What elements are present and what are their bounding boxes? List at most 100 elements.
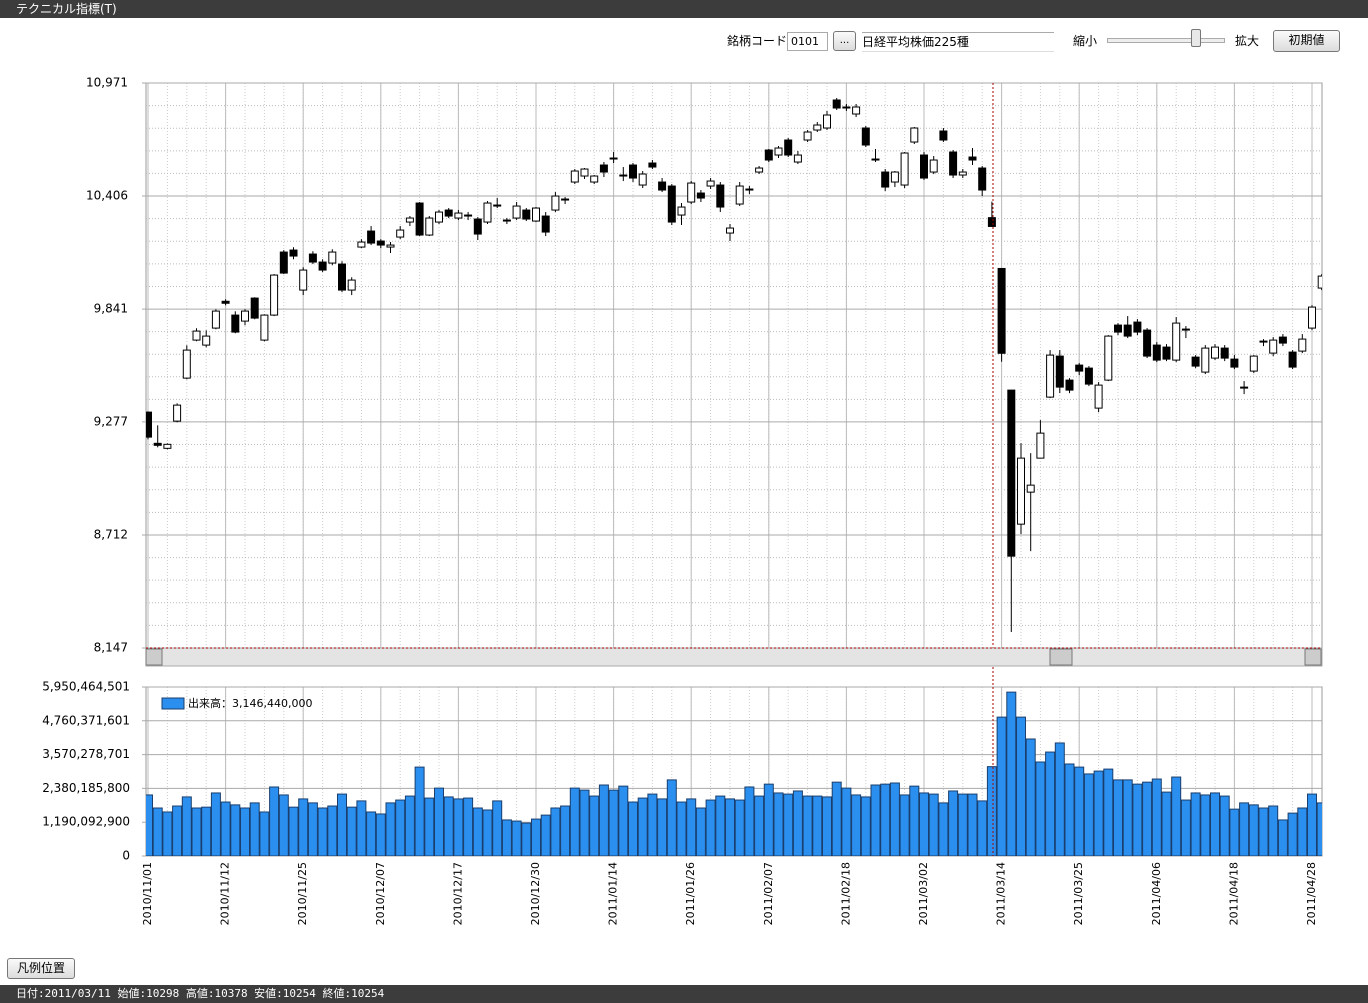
x-tick-label: 2011/03/25 bbox=[1072, 862, 1085, 925]
volume-bar bbox=[337, 793, 347, 856]
volume-bar bbox=[1132, 783, 1143, 856]
candle-body bbox=[726, 227, 734, 234]
x-tick-label: 2011/02/18 bbox=[839, 862, 852, 925]
volume-bar bbox=[831, 781, 842, 856]
legend-position-button[interactable]: 凡例位置 bbox=[7, 958, 75, 979]
volume-bar bbox=[773, 792, 784, 856]
volume-bar bbox=[1180, 799, 1191, 856]
x-tick-label: 2011/02/07 bbox=[762, 862, 775, 925]
candle-body bbox=[793, 154, 802, 163]
candle-body bbox=[502, 219, 511, 222]
volume-bar bbox=[986, 766, 997, 856]
volume-bar bbox=[1142, 781, 1153, 856]
candle-body bbox=[1055, 355, 1064, 388]
candle-body bbox=[192, 330, 201, 341]
candle-body bbox=[648, 162, 657, 168]
volume-bar bbox=[327, 805, 338, 856]
y-tick-label: 9,277 bbox=[94, 414, 128, 428]
candle-body bbox=[279, 251, 288, 274]
zoom-slider[interactable] bbox=[1107, 38, 1225, 43]
volume-bar bbox=[181, 796, 192, 856]
reset-button[interactable]: 初期値 bbox=[1273, 30, 1340, 52]
candle-body bbox=[987, 217, 996, 227]
candle-body bbox=[1046, 354, 1055, 398]
volume-bar bbox=[501, 819, 512, 856]
candle-body bbox=[900, 152, 909, 186]
candle-body bbox=[289, 249, 298, 257]
candle-body bbox=[202, 335, 211, 346]
volume-bar bbox=[366, 811, 377, 856]
candle-body bbox=[250, 297, 259, 319]
browse-button[interactable]: ... bbox=[833, 31, 856, 51]
candle-body bbox=[1181, 328, 1190, 331]
x-tick-label: 2011/03/14 bbox=[995, 862, 1008, 925]
volume-bar bbox=[395, 799, 406, 856]
volume-bar bbox=[511, 820, 522, 856]
volume-bar bbox=[598, 784, 609, 856]
candle-body bbox=[764, 149, 773, 161]
scrollbar[interactable] bbox=[145, 647, 1323, 667]
volume-bar bbox=[443, 796, 454, 856]
candle-body bbox=[1308, 306, 1316, 329]
scroll-thumb[interactable] bbox=[1049, 648, 1073, 666]
volume-bar bbox=[666, 779, 677, 856]
candle-body bbox=[454, 212, 463, 219]
candle-body bbox=[852, 106, 861, 115]
volume-bar bbox=[482, 809, 493, 856]
candle-body bbox=[1152, 344, 1161, 361]
volume-bar bbox=[434, 787, 444, 856]
y-tick-label: 10,406 bbox=[86, 189, 128, 203]
zoom-out-label: 縮小 bbox=[1073, 34, 1098, 48]
volume-bar bbox=[822, 796, 832, 856]
volume-bar bbox=[269, 786, 280, 856]
candle-body bbox=[357, 241, 366, 248]
candle-body bbox=[415, 202, 424, 236]
candle-body bbox=[677, 206, 686, 216]
y-tick-label: 1,190,092,900 bbox=[42, 815, 130, 829]
code-input[interactable]: 0101 bbox=[787, 32, 828, 51]
volume-bar bbox=[531, 818, 541, 856]
volume-bar bbox=[763, 783, 774, 856]
candle-body bbox=[561, 198, 570, 201]
volume-bar bbox=[1200, 794, 1211, 856]
candle-body bbox=[716, 184, 725, 208]
volume-bar bbox=[889, 782, 900, 856]
candle-body bbox=[580, 168, 589, 177]
volume-bar bbox=[783, 793, 794, 856]
x-tick-label: 2010/11/01 bbox=[141, 862, 154, 925]
candle-body bbox=[958, 171, 967, 176]
candle-body bbox=[376, 240, 385, 246]
volume-bar bbox=[172, 805, 183, 856]
x-tick-label: 2011/03/02 bbox=[917, 862, 930, 925]
slider-thumb[interactable] bbox=[1191, 29, 1201, 47]
scroll-left[interactable] bbox=[145, 648, 163, 666]
candle-body bbox=[997, 267, 1006, 354]
candle-body bbox=[473, 218, 482, 235]
candle-body bbox=[1317, 275, 1322, 289]
candle-body bbox=[570, 170, 579, 183]
candle-body bbox=[638, 173, 647, 186]
volume-bar bbox=[1248, 804, 1259, 856]
candle-body bbox=[832, 99, 841, 109]
volume-bar bbox=[191, 807, 202, 856]
scroll-right[interactable] bbox=[1304, 648, 1322, 666]
volume-bar bbox=[860, 796, 871, 856]
volume-bar bbox=[1093, 770, 1104, 856]
x-tick-label: 2010/11/25 bbox=[296, 862, 309, 925]
volume-bar bbox=[725, 798, 735, 856]
candle-body bbox=[1104, 335, 1113, 381]
y-tick-label: 2,380,185,800 bbox=[42, 781, 130, 795]
candle-body bbox=[881, 171, 890, 188]
candle-body bbox=[386, 244, 395, 248]
volume-bar bbox=[463, 797, 474, 856]
candle-body bbox=[493, 204, 502, 207]
candle-body bbox=[211, 310, 220, 329]
candle-body bbox=[241, 310, 249, 322]
volume-bar bbox=[346, 806, 357, 856]
candle-body bbox=[1191, 356, 1200, 367]
volume-bar bbox=[404, 795, 415, 856]
volume-bar bbox=[1171, 776, 1182, 856]
volume-bar bbox=[657, 798, 668, 856]
volume-bar bbox=[1074, 766, 1085, 856]
y-tick-label: 0 bbox=[122, 849, 130, 863]
